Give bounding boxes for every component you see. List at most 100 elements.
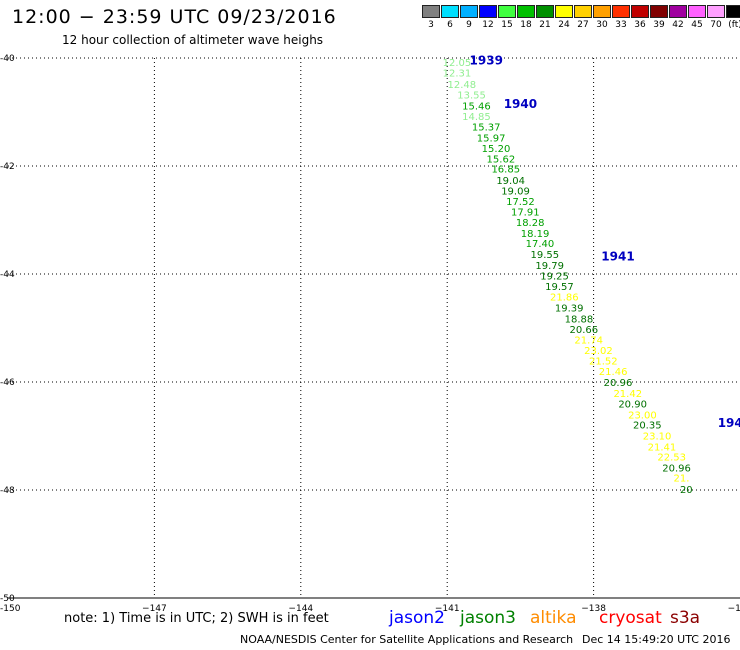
swh-value-label: 21.42 [613, 389, 642, 400]
colorbar-label: 12 [482, 20, 494, 30]
swh-value-label: 17.40 [526, 239, 555, 250]
swh-value-label: 23.02 [584, 346, 613, 357]
x-tick-label: −147 [142, 604, 167, 614]
swh-value-label: 17.91 [511, 207, 540, 218]
colorbar-label: 27 [577, 20, 589, 30]
time-label: 1941 [601, 250, 634, 264]
colorbar-label: 18 [520, 20, 532, 30]
chart-subtitle: 12 hour collection of altimeter wave hei… [62, 33, 324, 47]
x-tick-label: −135 [728, 604, 740, 614]
colorbar-label: 9 [466, 20, 472, 30]
x-tick-label: −141 [435, 604, 460, 614]
colorbar-label: 30 [596, 20, 608, 30]
swh-value-label: 19.04 [496, 176, 525, 187]
colorbar-swatch [479, 5, 497, 18]
colorbar-swatch [707, 5, 725, 18]
x-tick-label: −138 [581, 604, 606, 614]
swh-value-label: 23.10 [643, 431, 672, 442]
colorbar-swatch [612, 5, 630, 18]
colorbar-swatch [460, 5, 478, 18]
swh-value-label: 20.96 [604, 378, 633, 389]
swh-value-label: 15.20 [482, 144, 511, 155]
legend-altika: altika [530, 608, 577, 628]
colorbar-label: 21 [539, 20, 551, 30]
legend-s3a: s3a [670, 608, 701, 628]
colorbar-label: 6 [447, 20, 453, 30]
footer-credit: NOAA/NESDIS Center for Satellite Applica… [240, 633, 574, 646]
colorbar-swatch [555, 5, 573, 18]
swh-value-label: 15.46 [462, 102, 491, 113]
colorbar-label: (ft) [728, 20, 740, 30]
colorbar-label: 36 [634, 20, 646, 30]
y-tick-label: -46 [0, 378, 15, 388]
x-tick-label: -150 [0, 604, 21, 614]
colorbar-swatch [726, 5, 740, 18]
swh-value-label: 12.31 [443, 69, 472, 80]
colorbar-swatch [631, 5, 649, 18]
colorbar-swatch [593, 5, 611, 18]
swh-value-label: 18.19 [521, 229, 550, 240]
footer-timestamp: Dec 14 15:49:20 UTC 2016 [582, 633, 731, 646]
swh-value-label: 21. [673, 474, 689, 485]
colorbar-swatch [650, 5, 668, 18]
swh-value-label: 20.90 [618, 400, 647, 411]
chart-title: 12:00 − 23:59 UTC 09/23/2016 [12, 6, 337, 28]
swh-value-label: 19.79 [535, 261, 564, 272]
colorbar-label: 70 [710, 20, 722, 30]
swh-value-label: 20.96 [662, 463, 691, 474]
swh-value-label: 15.37 [472, 123, 501, 134]
swh-value-label: 21.74 [574, 335, 603, 346]
legend-jason3: jason3 [460, 608, 516, 628]
swh-value-label: 12.05 [443, 58, 472, 69]
swh-value-label: 18.28 [516, 218, 545, 229]
time-label: 1940 [504, 97, 537, 111]
swh-value-label: 21.46 [599, 367, 628, 378]
y-tick-label: -40 [0, 54, 15, 64]
x-tick-label: −144 [288, 604, 313, 614]
swh-value-label: 15.62 [487, 154, 516, 165]
y-tick-label: -42 [0, 162, 15, 172]
time-label: 1939 [470, 54, 503, 68]
swh-value-label: 21.52 [589, 356, 618, 367]
colorbar-label: 3 [428, 20, 434, 30]
colorbar-label: 24 [558, 20, 570, 30]
swh-value-label: 19.09 [501, 186, 530, 197]
swh-value-label: 22.53 [657, 453, 686, 464]
swh-value-label: 20 [680, 485, 693, 496]
swh-value-label: 20.35 [633, 421, 662, 432]
colorbar-swatch [498, 5, 516, 18]
colorbar-label: 33 [615, 20, 627, 30]
y-tick-label: -50 [0, 594, 15, 604]
y-tick-label: -44 [0, 270, 15, 280]
swh-value-label: 20.66 [570, 325, 599, 336]
colorbar-label: 15 [501, 20, 513, 30]
swh-value-label: 19.39 [555, 303, 584, 314]
footer-note: note: 1) Time is in UTC; 2) SWH is in fe… [64, 611, 329, 626]
legend-cryosat: cryosat [599, 608, 662, 628]
swh-value-label: 16.85 [491, 165, 520, 176]
swh-value-label: 14.85 [462, 112, 491, 123]
colorbar-swatch [441, 5, 459, 18]
swh-value-label: 15.97 [477, 133, 506, 144]
swh-value-label: 21.41 [648, 442, 677, 453]
legend-jason2: jason2 [389, 608, 445, 628]
colorbar-swatch [517, 5, 535, 18]
colorbar-swatch [574, 5, 592, 18]
swh-value-label: 12.48 [448, 80, 477, 91]
swh-value-label: 19.57 [545, 282, 574, 293]
colorbar-label: 39 [653, 20, 665, 30]
swh-value-label: 18.88 [565, 314, 594, 325]
colorbar-swatch [688, 5, 706, 18]
colorbar-swatch [422, 5, 440, 18]
swh-value-label: 13.55 [457, 91, 486, 102]
swh-value-label: 17.52 [506, 197, 535, 208]
swh-value-label: 23.00 [628, 410, 657, 421]
swh-value-label: 19.25 [540, 272, 569, 283]
colorbar-label: 45 [691, 20, 703, 30]
swh-value-label: 19.55 [530, 250, 559, 261]
y-tick-label: -48 [0, 486, 15, 496]
colorbar-swatch [536, 5, 554, 18]
time-label: 194 [718, 416, 740, 430]
